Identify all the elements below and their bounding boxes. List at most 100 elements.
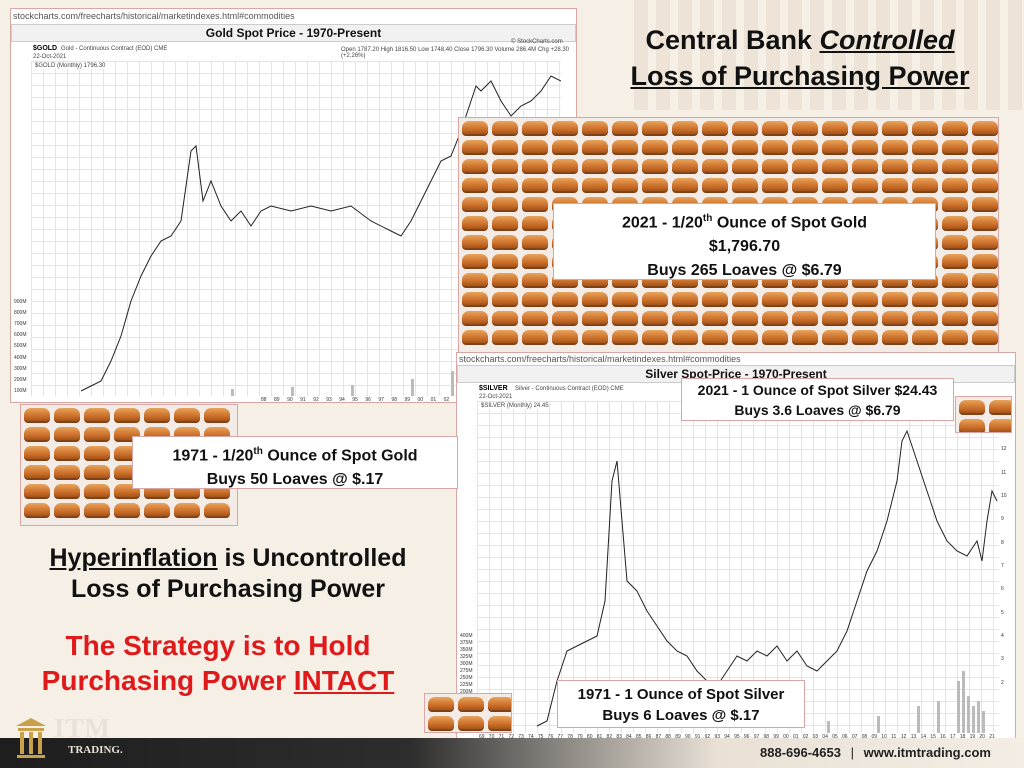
loaves-grid-silver-2021 <box>955 396 1012 433</box>
y-tick-label: 2 <box>1001 679 1004 686</box>
loaf-icon <box>959 419 985 432</box>
y-tick-label: 250M <box>460 675 473 681</box>
loaf-icon <box>972 273 998 288</box>
loaf-icon <box>552 121 578 136</box>
loaf-icon <box>942 235 968 250</box>
loaf-icon <box>732 330 758 345</box>
loaf-icon <box>882 140 908 155</box>
x-tick-label: 20 <box>979 734 985 740</box>
x-tick-label: 08 <box>861 734 868 740</box>
y-tick-label: 600M <box>14 332 27 339</box>
x-tick-label: 90 <box>685 734 691 740</box>
x-tick-label: 10 <box>881 734 887 740</box>
footer-website[interactable]: www.itmtrading.com <box>863 745 991 760</box>
loaf-icon <box>702 330 728 345</box>
loaf-icon <box>552 330 578 345</box>
loaf-icon <box>492 140 518 155</box>
x-tick-label: 07 <box>851 734 858 740</box>
loaf-icon <box>792 311 818 326</box>
x-tick-label: 72 <box>508 734 514 740</box>
gold-chart-url: stockcharts.com/freecharts/historical/ma… <box>13 11 295 21</box>
loaf-icon <box>84 484 110 499</box>
y-tick-label: 6 <box>1001 586 1004 593</box>
gold-2021-caption: 2021 - 1/20th Ounce of Spot Gold $1,796.… <box>553 203 936 280</box>
silver-2021-caption: 2021 - 1 Ounce of Spot Silver $24.43 Buy… <box>681 378 954 421</box>
x-tick-label: 05 <box>832 734 838 740</box>
loaf-icon <box>458 716 484 731</box>
loaf-icon <box>822 178 848 193</box>
y-tick-label: 300M <box>460 661 473 667</box>
silver-price-line <box>536 429 998 733</box>
loaf-icon <box>522 254 548 269</box>
y-tick-label: 11 <box>1001 469 1007 476</box>
x-tick-label: 74 <box>528 734 534 740</box>
loaf-icon <box>552 140 578 155</box>
x-tick-label: 69 <box>479 734 485 740</box>
loaf-icon <box>822 140 848 155</box>
loaf-icon <box>942 311 968 326</box>
loaf-icon <box>672 121 698 136</box>
loaf-icon <box>882 292 908 307</box>
x-tick-label: 15 <box>930 734 936 740</box>
x-tick-label: 98 <box>763 734 770 740</box>
x-tick-label: 82 <box>606 734 613 740</box>
gold-2021-text-b: Ounce of Spot Gold <box>712 214 868 232</box>
loaf-icon <box>552 159 578 174</box>
loaf-icon <box>582 311 608 326</box>
x-tick-label: 88 <box>665 734 671 740</box>
loaf-icon <box>852 330 878 345</box>
loaf-icon <box>612 311 638 326</box>
loaf-icon <box>84 503 110 518</box>
gold-chart-watermark: © StockCharts.com <box>511 39 563 45</box>
gold-1971-text-b: Ounce of Spot Gold <box>262 447 418 465</box>
loaf-icon <box>428 716 454 731</box>
itm-pillar-logo-icon <box>14 716 48 760</box>
y-tick-label: 800M <box>14 310 27 317</box>
loaf-icon <box>612 178 638 193</box>
loaf-icon <box>612 292 638 307</box>
x-tick-label: 83 <box>616 734 622 740</box>
gold-chart-date: 22-Oct-2021 <box>33 54 67 60</box>
x-tick-label: 95 <box>734 734 740 740</box>
loaf-icon <box>972 254 998 269</box>
x-tick-label: 73 <box>518 734 524 740</box>
y-tick-label: 4 <box>1001 633 1004 639</box>
loaf-icon <box>522 273 548 288</box>
loaf-icon <box>732 292 758 307</box>
loaf-icon <box>972 197 998 212</box>
loaf-icon <box>462 235 488 250</box>
gold-2021-price: $1,796.70 <box>708 238 781 256</box>
loaf-icon <box>972 140 998 155</box>
loaf-icon <box>642 159 668 174</box>
loaf-icon <box>942 254 968 269</box>
x-tick-label: 99 <box>404 397 411 403</box>
loaf-icon <box>762 140 788 155</box>
loaf-icon <box>672 178 698 193</box>
loaf-icon <box>942 159 968 174</box>
loaf-icon <box>492 216 518 231</box>
loaf-icon <box>912 140 938 155</box>
loaf-icon <box>582 121 608 136</box>
loaf-icon <box>942 273 968 288</box>
loaf-icon <box>732 140 758 155</box>
x-tick-label: 94 <box>724 734 730 740</box>
gold-1971-sup: th <box>253 446 263 457</box>
loaf-icon <box>492 330 518 345</box>
loaves-grid-silver-1971 <box>424 693 512 733</box>
y-tick-label: 400M <box>14 354 27 361</box>
x-tick-label: 13 <box>910 734 917 740</box>
x-tick-label: 85 <box>635 734 642 740</box>
footer-phone[interactable]: 888-696-4653 <box>760 745 841 760</box>
gold-volume-bars <box>231 356 479 396</box>
headline-part1: Central Bank <box>645 25 820 55</box>
loaf-icon <box>942 121 968 136</box>
loaf-icon <box>989 400 1011 415</box>
loaf-icon <box>462 216 488 231</box>
headline-line2: Loss of Purchasing Power <box>630 61 970 91</box>
y-tick-label: 8 <box>1001 539 1004 546</box>
loaf-icon <box>492 273 518 288</box>
loaf-icon <box>522 178 548 193</box>
loaf-icon <box>642 178 668 193</box>
gold-1971-loaves: Buys 50 Loaves @ $.17 <box>206 471 384 489</box>
loaf-icon <box>882 330 908 345</box>
